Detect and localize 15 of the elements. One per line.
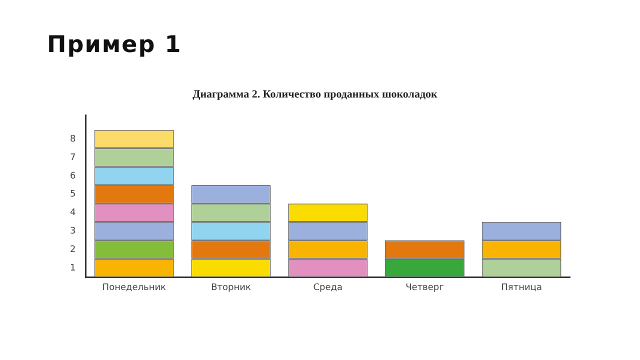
- x-tick-label: Вторник: [211, 282, 252, 293]
- y-tick-label: 2: [70, 244, 76, 255]
- y-tick-label: 8: [70, 134, 76, 144]
- x-tick-label: Понедельник: [102, 282, 167, 293]
- x-tick-label: Среда: [313, 282, 343, 293]
- y-tick-label: 4: [70, 208, 76, 218]
- x-tick-label: Пятница: [501, 282, 542, 293]
- chart-title: Пример 1: [47, 32, 182, 58]
- y-tick-label: 7: [70, 152, 76, 163]
- y-tick-label: 5: [70, 190, 76, 200]
- y-tick-label: 1: [70, 263, 76, 274]
- x-tick-label: Четверг: [406, 282, 444, 293]
- y-tick-label: 3: [70, 226, 76, 237]
- y-tick-label: 6: [70, 171, 76, 182]
- chart-subtitle: Диаграмма 2. Количество проданных шоколадок: [192, 88, 438, 100]
